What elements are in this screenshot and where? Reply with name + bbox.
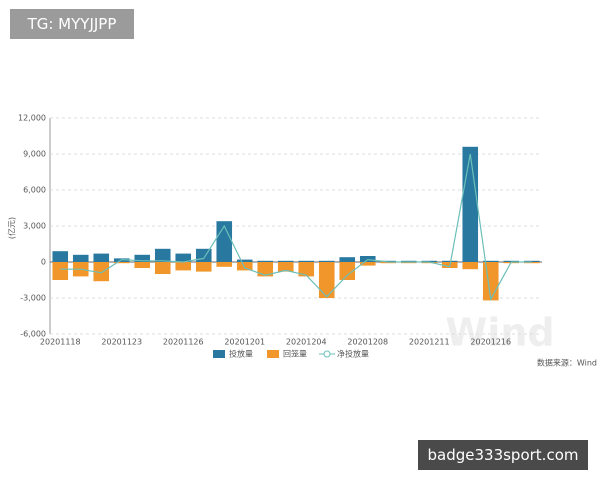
bar [52, 262, 69, 280]
bar [277, 260, 294, 262]
bar [154, 262, 171, 274]
legend-label: 回笼量 [283, 349, 307, 359]
bar [113, 262, 130, 264]
x-tick-label: 20201216 [470, 338, 511, 347]
legend-swatch [323, 350, 331, 358]
y-axis-label: (亿元) [7, 217, 17, 239]
bar [277, 262, 294, 272]
x-tick-label: 20201204 [286, 338, 327, 347]
watermark: Wind [445, 311, 554, 355]
x-tick-label: 20201211 [409, 338, 450, 347]
line [60, 153, 532, 302]
x-tick-label: 20201123 [101, 338, 142, 347]
bar [93, 262, 110, 282]
bar [134, 262, 151, 268]
bar [298, 262, 315, 277]
x-tick-label: 20201118 [40, 338, 81, 347]
y-tick-label: 12,000 [18, 114, 46, 123]
bar [52, 251, 69, 262]
bar [359, 262, 376, 266]
bar [339, 262, 356, 280]
x-tick-label: 20201208 [347, 338, 388, 347]
bar [154, 248, 171, 262]
overlay-badge: badge333sport.com [418, 440, 588, 470]
bar [462, 146, 479, 262]
bar [257, 262, 274, 277]
source-note: 数据来源：Wind [537, 358, 597, 368]
x-tick-label: 20201201 [224, 338, 265, 347]
bar [195, 262, 212, 272]
legend-swatch [213, 350, 225, 358]
bar [134, 254, 151, 262]
bar [236, 262, 253, 271]
y-tick-label: 0 [41, 258, 46, 267]
y-tick-label: 6,000 [23, 186, 46, 195]
bar [482, 262, 499, 301]
bar [318, 260, 335, 262]
bar [462, 262, 479, 270]
bar [93, 253, 110, 262]
bar [236, 259, 253, 262]
bar [216, 262, 233, 267]
bar [298, 260, 315, 262]
bar [339, 257, 356, 262]
y-tick-label: -6,000 [20, 330, 46, 339]
legend-label: 净投放量 [337, 349, 369, 359]
legend-swatch [267, 350, 279, 358]
y-tick-label: 3,000 [23, 222, 46, 231]
bar [482, 260, 499, 262]
x-tick-label: 20201126 [163, 338, 204, 347]
y-tick-label: -3,000 [20, 294, 46, 303]
bar [72, 254, 89, 262]
bar [175, 262, 192, 271]
legend-label: 投放量 [229, 349, 253, 359]
bar [257, 260, 274, 262]
bar [441, 260, 458, 262]
overlay-tag: TG: MYYJJPP [10, 9, 134, 39]
bar [175, 253, 192, 262]
bar [318, 262, 335, 298]
y-tick-label: 9,000 [23, 150, 46, 159]
